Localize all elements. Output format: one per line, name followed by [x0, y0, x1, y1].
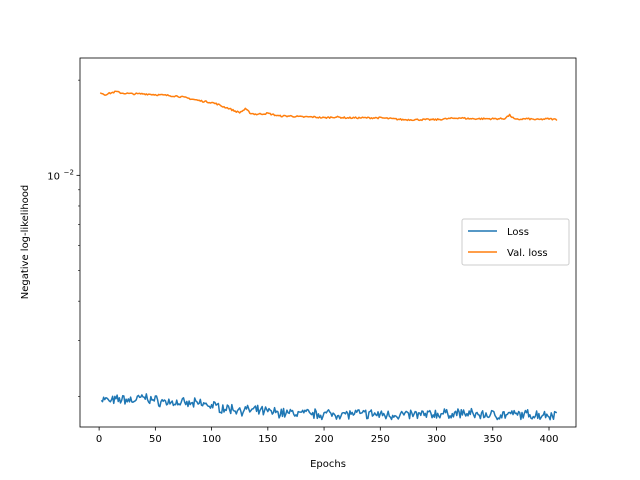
x-tick-label: 50	[149, 434, 162, 445]
x-tick-label: 150	[258, 434, 277, 445]
legend-label-val-loss: Val. loss	[507, 248, 548, 259]
x-tick-label: 200	[315, 434, 334, 445]
series-layer	[99, 90, 558, 421]
y-tick-label-exponent: −2	[64, 168, 74, 176]
legend-label-loss: Loss	[507, 227, 529, 238]
legend: Loss Val. loss	[461, 218, 570, 266]
series-line-loss	[100, 393, 558, 421]
plot-frame	[79, 57, 577, 428]
x-axis-title: Epochs	[310, 459, 346, 470]
x-tick-label: 400	[539, 434, 558, 445]
x-axis: 0 50 100 150 200 250 300 350 400	[96, 427, 559, 445]
x-tick-label: 0	[96, 434, 102, 445]
y-axis-title: Negative log-likelihood	[20, 185, 31, 300]
x-tick-label: 250	[371, 434, 390, 445]
x-tick-label: 350	[483, 434, 502, 445]
y-axis: 10 −2	[47, 79, 80, 397]
x-tick-label: 300	[427, 434, 446, 445]
series-line-val-loss	[99, 90, 558, 122]
y-tick-label: 10	[47, 171, 60, 182]
x-tick-label: 100	[202, 434, 221, 445]
